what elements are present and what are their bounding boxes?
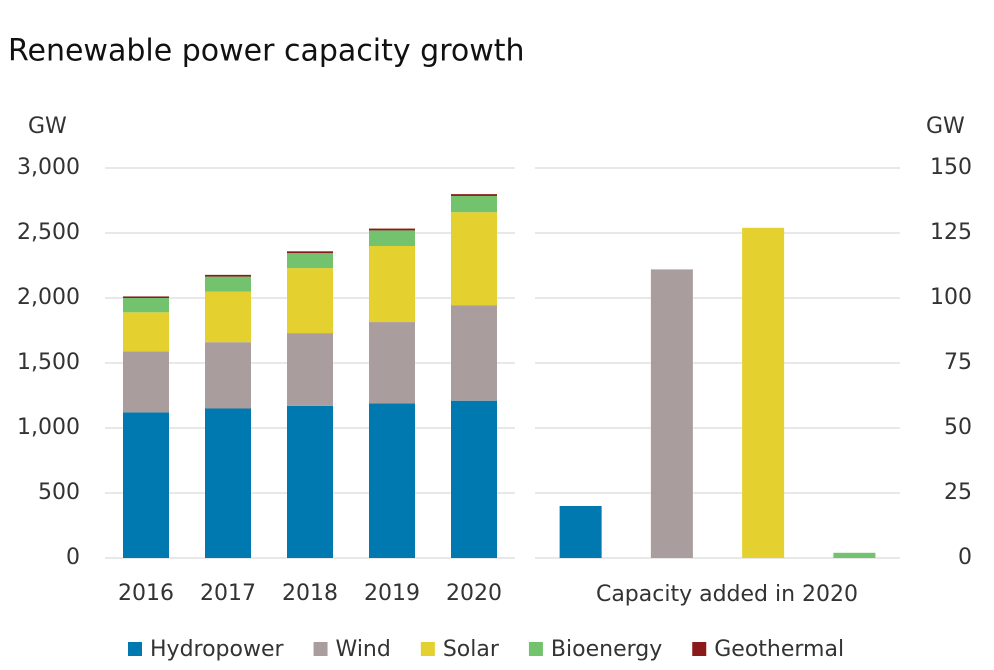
bar-segment <box>287 268 333 334</box>
bar-segment <box>451 195 497 213</box>
bar-segment <box>287 405 333 558</box>
y-tick-label: 2,000 <box>17 285 80 310</box>
bar-segment <box>369 228 415 231</box>
bar-segment <box>205 408 251 558</box>
bar-segment <box>451 305 497 401</box>
bar-segment <box>205 276 251 292</box>
bar-segment <box>369 246 415 323</box>
legend-label: Geothermal <box>714 637 844 662</box>
bar-segment <box>123 412 169 558</box>
legend-swatch <box>313 642 328 656</box>
x-tick-label: 2020 <box>446 581 502 606</box>
bar <box>559 506 602 558</box>
bar-segment <box>287 253 333 269</box>
bar-segment <box>287 251 333 254</box>
legend-label: Wind <box>336 637 391 662</box>
x-tick-label: 2016 <box>118 581 174 606</box>
bar-segment <box>205 291 251 343</box>
legend-swatch <box>128 642 142 656</box>
bar <box>742 227 785 559</box>
bar <box>650 269 693 558</box>
y-tick-label: 75 <box>944 350 972 375</box>
y-tick-label: 500 <box>38 480 80 505</box>
x-tick-label: 2017 <box>200 581 256 606</box>
legend-label: Solar <box>443 637 500 662</box>
bar-segment <box>369 230 415 246</box>
y-tick-label: 2,500 <box>17 220 80 245</box>
y-axis-label: GW <box>926 114 965 139</box>
bar-segment <box>205 342 251 409</box>
legend-swatch <box>692 642 707 656</box>
bar-segment <box>287 333 333 406</box>
legend-label: Bioenergy <box>551 637 662 662</box>
x-tick-label: 2018 <box>282 581 338 606</box>
bar-segment <box>451 400 497 558</box>
y-tick-label: 25 <box>944 480 972 505</box>
y-tick-label: 0 <box>958 545 972 570</box>
legend-swatch <box>420 642 435 656</box>
legend-label: Hydropower <box>150 637 285 662</box>
bar-segment <box>123 351 169 413</box>
y-tick-label: 1,000 <box>17 415 80 440</box>
y-tick-label: 125 <box>930 220 972 245</box>
bar-segment <box>123 312 169 352</box>
bar-segment <box>123 298 169 313</box>
y-tick-label: 50 <box>944 415 972 440</box>
y-axis-label: GW <box>28 114 67 139</box>
bar-segment <box>451 194 497 196</box>
bar <box>833 552 876 558</box>
bar-segment <box>369 403 415 558</box>
x-axis-label: Capacity added in 2020 <box>596 582 858 607</box>
bar-segment <box>451 212 497 306</box>
bar-segment <box>369 322 415 404</box>
y-tick-label: 1,500 <box>17 350 80 375</box>
bar-segment <box>123 296 169 298</box>
x-tick-label: 2019 <box>364 581 420 606</box>
y-tick-label: 3,000 <box>17 155 80 180</box>
y-tick-label: 100 <box>930 285 972 310</box>
legend-swatch <box>528 642 543 656</box>
bar-segment <box>205 274 251 277</box>
y-tick-label: 0 <box>66 545 80 570</box>
chart-title: Renewable power capacity growth <box>8 34 525 69</box>
y-tick-label: 150 <box>930 155 972 180</box>
